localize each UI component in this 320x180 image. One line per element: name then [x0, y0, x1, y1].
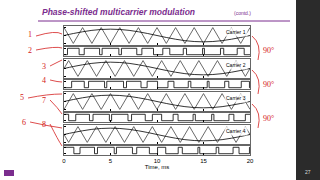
svg-text:90°: 90° — [263, 80, 274, 89]
svg-text:5: 5 — [20, 93, 24, 102]
svg-text:7: 7 — [42, 96, 46, 105]
svg-text:3: 3 — [42, 62, 46, 71]
svg-text:(contd.): (contd.) — [234, 10, 251, 16]
svg-text:90°: 90° — [263, 114, 274, 123]
svg-text:4: 4 — [42, 76, 46, 85]
svg-text:2: 2 — [28, 46, 32, 55]
svg-text:Carrier 1: Carrier 1 — [226, 29, 246, 35]
svg-text:1: 1 — [28, 30, 32, 39]
svg-text:20: 20 — [247, 158, 254, 164]
svg-text:Carrier 4: Carrier 4 — [226, 128, 246, 134]
svg-text:0: 0 — [62, 158, 66, 164]
svg-text:10: 10 — [154, 158, 161, 164]
svg-text:Carrier 2: Carrier 2 — [226, 62, 246, 68]
svg-text:Phase-shifted multicarrier mod: Phase-shifted multicarrier modulation — [42, 7, 195, 17]
svg-text:Carrier 3: Carrier 3 — [226, 95, 246, 101]
svg-text:27: 27 — [305, 169, 311, 175]
svg-text:8: 8 — [42, 120, 46, 129]
svg-text:6: 6 — [22, 118, 26, 127]
svg-text:90°: 90° — [263, 46, 274, 55]
svg-text:15: 15 — [200, 158, 207, 164]
svg-text:Time, ms: Time, ms — [145, 164, 169, 170]
svg-text:5: 5 — [109, 158, 113, 164]
